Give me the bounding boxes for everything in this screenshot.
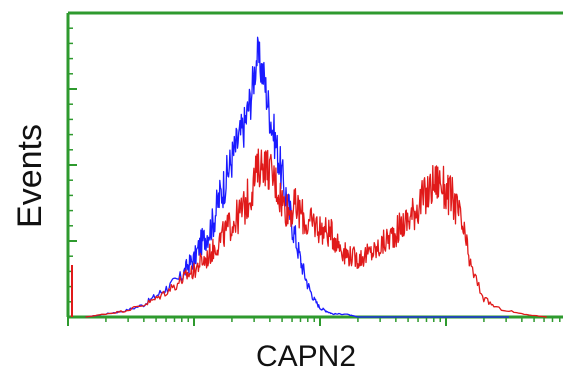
x-axis-title: CAPN2 [256, 340, 356, 373]
histogram-series [71, 36, 547, 318]
y-axis-title: Events [11, 124, 49, 228]
histogram-line-stained-sample [85, 148, 547, 318]
axis-ticks [67, 12, 561, 326]
